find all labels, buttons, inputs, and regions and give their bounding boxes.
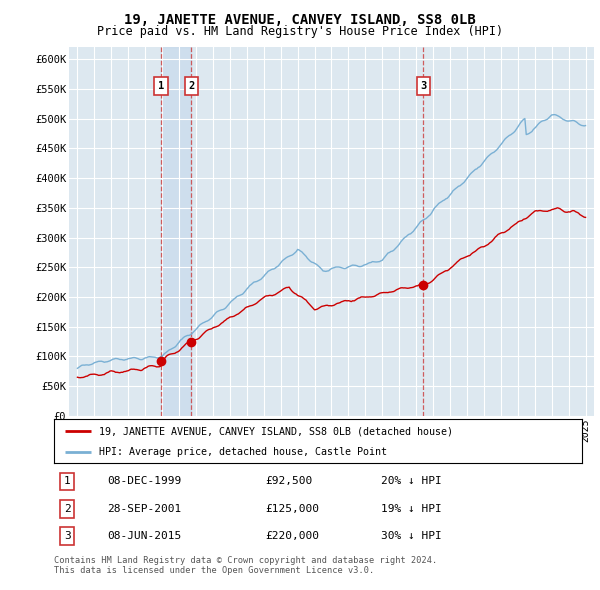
Text: 3: 3 [421,81,427,91]
Text: 1: 1 [158,81,164,91]
Bar [161,47,191,416]
Text: 20% ↓ HPI: 20% ↓ HPI [382,477,442,487]
Text: 19, JANETTE AVENUE, CANVEY ISLAND, SS8 0LB: 19, JANETTE AVENUE, CANVEY ISLAND, SS8 0… [124,13,476,27]
Text: £220,000: £220,000 [265,531,319,541]
Text: £125,000: £125,000 [265,504,319,514]
Text: 1: 1 [64,477,71,487]
Text: 08-DEC-1999: 08-DEC-1999 [107,477,181,487]
Text: 30% ↓ HPI: 30% ↓ HPI [382,531,442,541]
Text: 19, JANETTE AVENUE, CANVEY ISLAND, SS8 0LB (detached house): 19, JANETTE AVENUE, CANVEY ISLAND, SS8 0… [99,427,453,436]
Text: 3: 3 [64,531,71,541]
Text: 08-JUN-2015: 08-JUN-2015 [107,531,181,541]
Text: 2: 2 [64,504,71,514]
Text: £92,500: £92,500 [265,477,313,487]
Text: 19% ↓ HPI: 19% ↓ HPI [382,504,442,514]
Text: 2: 2 [188,81,194,91]
Text: HPI: Average price, detached house, Castle Point: HPI: Average price, detached house, Cast… [99,447,387,457]
Text: 28-SEP-2001: 28-SEP-2001 [107,504,181,514]
Text: Price paid vs. HM Land Registry's House Price Index (HPI): Price paid vs. HM Land Registry's House … [97,25,503,38]
Text: Contains HM Land Registry data © Crown copyright and database right 2024.
This d: Contains HM Land Registry data © Crown c… [54,556,437,575]
